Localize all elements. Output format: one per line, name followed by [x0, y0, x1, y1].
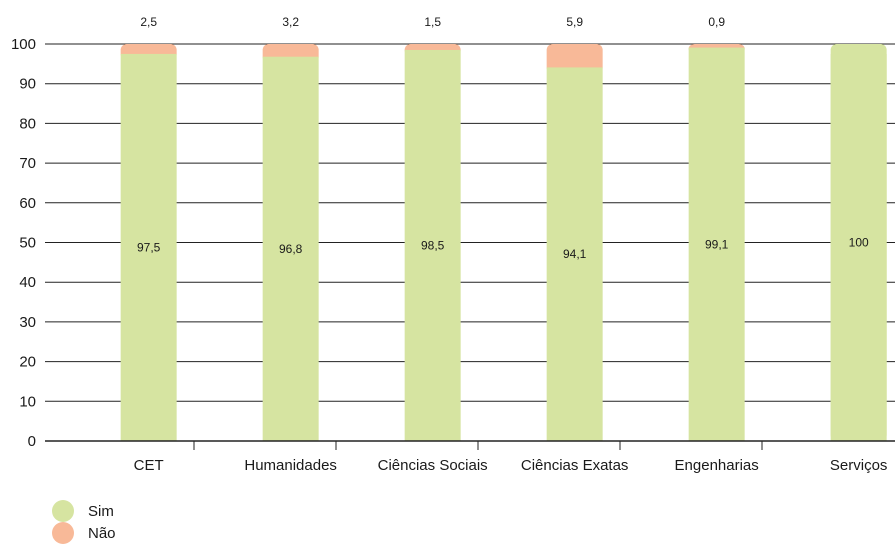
x-tick-label: Engenharias [675, 457, 759, 474]
y-tick-label: 50 [19, 235, 36, 252]
value-label-sim: 98,5 [421, 238, 445, 252]
value-label-sim: 99,1 [705, 237, 729, 251]
legend-item-nao: Não [52, 522, 116, 544]
bar-sim [546, 67, 603, 441]
legend-swatch-sim [52, 500, 74, 522]
y-tick-label: 40 [19, 274, 36, 291]
legend-label-sim: Sim [88, 502, 114, 520]
bar-nao [546, 44, 603, 74]
y-tick-label: 90 [19, 76, 36, 93]
labels: 0 10 20 30 40 50 60 70 80 90 100 97,5 2,5 CET 96,8 3,2 H… [11, 15, 887, 474]
bar-sim [688, 47, 745, 441]
value-label-sim: 100 [849, 236, 869, 250]
value-label-nao: 0,9 [708, 15, 725, 29]
legend: Sim Não [52, 500, 116, 544]
bars [120, 44, 887, 442]
x-tick-label: Humanidades [244, 457, 337, 474]
y-tick-label: 80 [19, 115, 36, 132]
bar-chart: 0 10 20 30 40 50 60 70 80 90 100 97,5 2,5 CET 96,8 3,2 H… [11, 15, 895, 474]
value-label-nao: 2,5 [140, 15, 157, 29]
value-label-nao: 1,5 [424, 15, 441, 29]
y-tick-label: 60 [19, 195, 36, 212]
bar-sim [120, 53, 177, 442]
y-tick-label: 70 [19, 155, 36, 172]
value-label-sim: 94,1 [563, 247, 587, 261]
x-tick-label: Ciências Exatas [521, 457, 629, 474]
x-tick-label: CET [134, 457, 164, 474]
x-tick-label: Ciências Sociais [378, 457, 488, 474]
legend-swatch-nao [52, 522, 74, 544]
axes [45, 440, 895, 450]
value-label-sim: 96,8 [279, 242, 303, 256]
y-tick-label: 10 [19, 393, 36, 410]
y-tick-label: 20 [19, 354, 36, 371]
value-label-sim: 97,5 [137, 240, 161, 254]
bar-sim-base [830, 54, 887, 441]
gridlines [45, 43, 895, 402]
y-tick-label: 0 [28, 433, 36, 450]
x-tick-label: Serviços [830, 457, 888, 474]
y-tick-label: 30 [19, 314, 36, 331]
y-tick-label: 100 [11, 36, 36, 53]
bar-sim [404, 49, 461, 442]
bar-sim [262, 56, 319, 441]
legend-item-sim: Sim [52, 500, 116, 522]
legend-label-nao: Não [88, 524, 116, 542]
value-label-nao: 5,9 [566, 15, 583, 29]
value-label-nao: 3,2 [282, 15, 299, 29]
